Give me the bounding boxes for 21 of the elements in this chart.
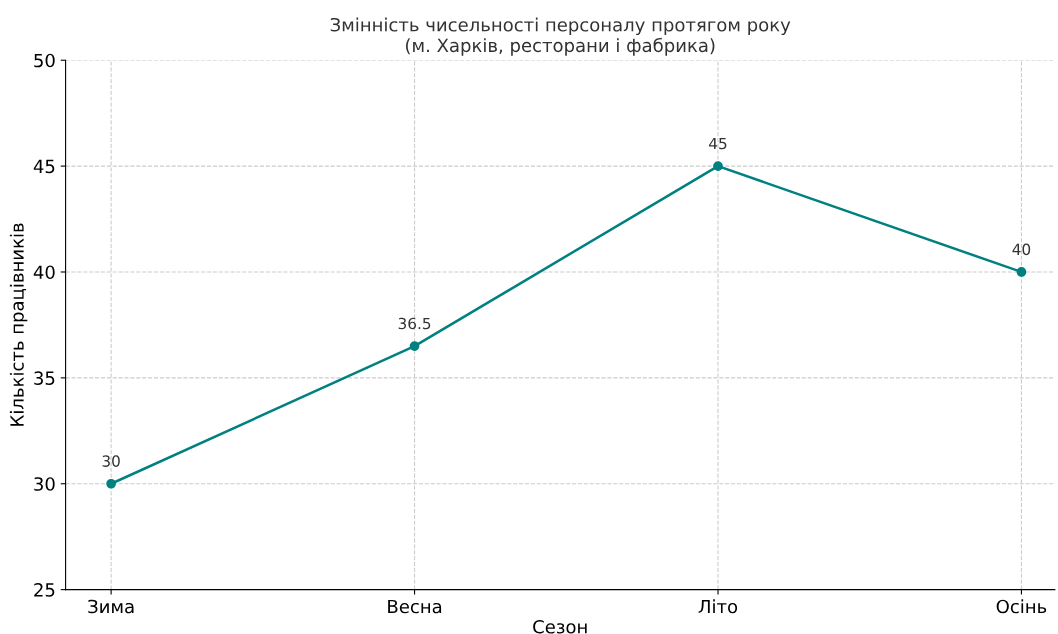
- y-tick-label: 40: [33, 265, 55, 280]
- x-tick-label: Весна: [388, 599, 442, 614]
- point: [409, 341, 420, 351]
- x-axis-title: Сезон: [533, 619, 587, 634]
- data-label: 40: [1012, 243, 1031, 256]
- chart-title: Змінність чисельності персоналу протягом року (м. Харків, ресторани і фабрика): [330, 17, 791, 56]
- x-tick-label: Зима: [88, 599, 134, 614]
- y-tick-label: 30: [34, 477, 55, 491]
- point: [713, 161, 723, 171]
- x-tick-label: Осінь: [996, 599, 1047, 614]
- data-label: 36.5: [398, 317, 431, 330]
- y-tick-label: 45: [33, 159, 55, 174]
- y-tick-label: 25: [34, 583, 55, 597]
- point: [106, 478, 116, 489]
- y-tick-label: 50: [34, 53, 55, 68]
- data-label: 30: [102, 455, 120, 467]
- point: [1016, 267, 1027, 277]
- y-tick-label: 35: [34, 371, 55, 385]
- x-tick-label: Літо: [698, 599, 738, 614]
- data-label: 45: [709, 137, 727, 150]
- y-axis-title: Кількість працівників: [9, 223, 28, 426]
